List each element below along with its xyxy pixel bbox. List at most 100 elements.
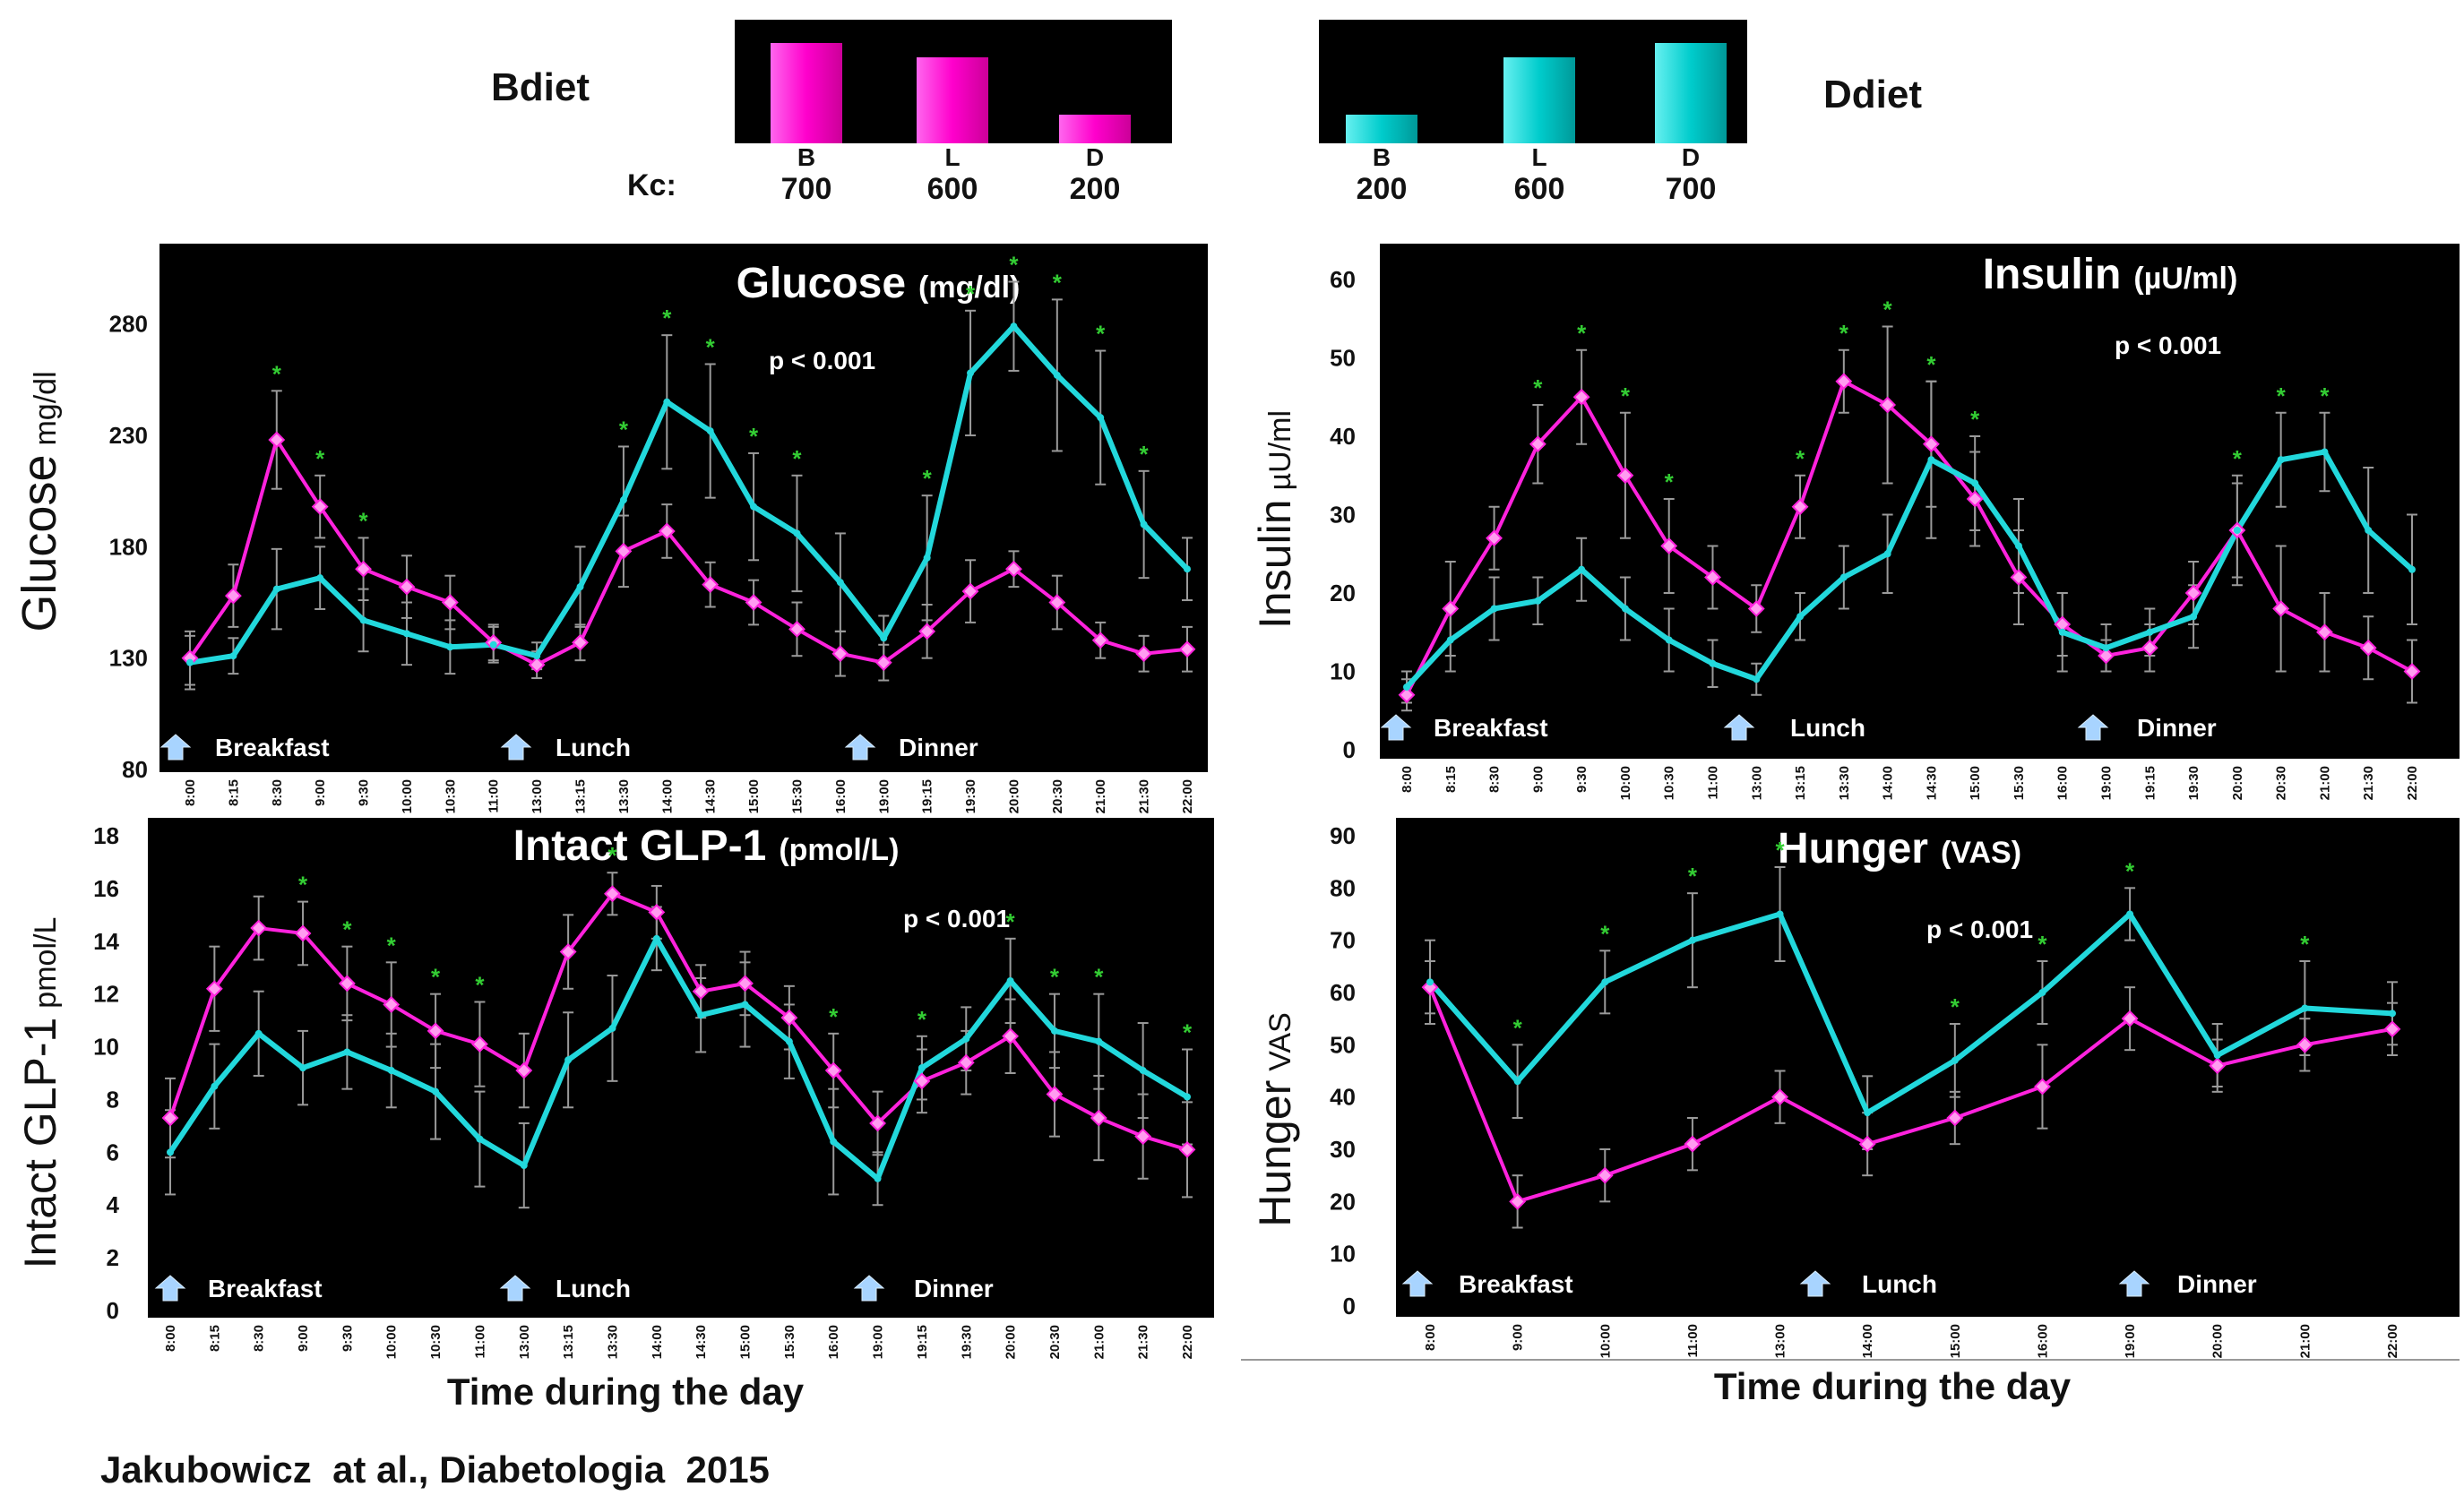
hunger-ddiet-point (1688, 936, 1696, 944)
glucose-ddiet-point (619, 496, 627, 504)
hunger-ytick-label: 10 (1330, 1241, 1356, 1268)
hunger-xtick-label: 11:00 (1685, 1324, 1701, 1358)
hunger-xtick-label: 21:00 (2297, 1324, 2313, 1358)
glp1-bdiet-point (913, 1072, 931, 1090)
glucose-ddiet-point (1184, 565, 1191, 573)
hunger-bdiet-point (1421, 978, 1439, 996)
glp1-title-main: Intact GLP-1 (513, 822, 767, 870)
insulin-xtick-label: 20:30 (2274, 766, 2289, 800)
glucose-title: Glucose (mg/dl) (737, 260, 1021, 307)
insulin-xtick-label: 13:00 (1749, 766, 1764, 800)
glp1-bdiet-point (383, 996, 401, 1013)
glucose-meal-arrow-icon (159, 734, 192, 761)
glucose-bdiet-point (918, 623, 936, 640)
insulin-ddiet-point (2190, 613, 2198, 621)
hunger-significance-star: * (1600, 920, 1610, 947)
glucose-bdiet-point (615, 542, 633, 560)
glucose-bdiet-point (398, 578, 416, 596)
glp1-bdiet-point (1134, 1128, 1152, 1146)
insulin-xtick-label: 19:15 (2142, 766, 2158, 800)
hunger-meal-arrow-icon (2118, 1270, 2150, 1297)
glucose-chart: 80 130 180 230 280 8:00 8:15 8:30 9:00 9:30 10:00 1… (13, 244, 1208, 813)
glp1-ddiet-point (564, 1056, 573, 1064)
x-axis-label-right: Time during the day (1714, 1365, 2072, 1407)
glp1-bdiet-point (294, 924, 312, 942)
bdiet-value-label: 200 (1070, 172, 1121, 206)
glp1-ddiet-point (343, 1048, 351, 1056)
glp1-xtick-label: 8:15 (207, 1325, 222, 1352)
glp1-significance-star: * (1050, 964, 1060, 991)
insulin-xtick-label: 14:00 (1881, 766, 1896, 800)
glp1-bdiet-point (559, 943, 577, 960)
insulin-significance-star: * (1533, 374, 1543, 401)
insulin-xtick-label: 21:00 (2317, 766, 2332, 800)
glp1-ddiet-point (299, 1064, 307, 1072)
glucose-ddiet-point (489, 640, 497, 649)
bdiet-bar-L (917, 57, 988, 143)
hunger-significance-star: * (1775, 837, 1785, 864)
glucose-meal-arrow-icon (844, 734, 876, 761)
insulin-meal-arrow-icon (2077, 714, 2109, 741)
glp1-xtick-label: 20:00 (1004, 1325, 1019, 1359)
glucose-significance-star: * (923, 465, 933, 492)
glp1-ddiet-point (741, 1001, 749, 1009)
insulin-bdiet-point (1616, 467, 1634, 485)
insulin-ddiet-point (1490, 605, 1498, 613)
glp1-significance-star: * (387, 932, 397, 958)
hunger-ddiet-point (1426, 978, 1434, 986)
glucose-xtick-label: 9:30 (357, 779, 372, 806)
insulin-ddiet-point (1578, 565, 1586, 573)
glucose-ddiet-point (533, 652, 541, 660)
glucose-ytick-label: 80 (122, 756, 148, 783)
insulin-bdiet-line (1405, 379, 2413, 696)
insulin-significance-star: * (2320, 382, 2330, 409)
glucose-xtick-label: 22:00 (1180, 779, 1195, 813)
glp1-xtick-label: 8:00 (163, 1325, 178, 1352)
glucose-ytick-label: 130 (109, 645, 148, 672)
glucose-significance-star: * (315, 445, 325, 472)
ddiet-bar-L (1503, 57, 1575, 143)
glucose-ddiet-point (446, 643, 454, 651)
hunger-title: Hunger (VAS) (1778, 825, 2021, 872)
glp1-ddiet-point (1006, 976, 1014, 984)
insulin-title: Insulin (µU/ml) (1983, 251, 2238, 298)
glp1-xtick-label: 13:15 (561, 1325, 576, 1359)
hunger-ytick-label: 0 (1343, 1293, 1356, 1319)
glucose-ytick-label: 280 (109, 311, 148, 338)
insulin-xtick-label: 19:30 (2186, 766, 2201, 800)
insulin-ddiet-point (2277, 456, 2285, 464)
glucose-meal-label: Dinner (899, 734, 978, 761)
insulin-plot-bg (1380, 244, 2460, 759)
hunger-ytick-label: 70 (1330, 927, 1356, 954)
glp1-ddiet-point (652, 934, 660, 942)
glp1-xtick-label: 14:30 (694, 1325, 709, 1359)
glp1-significance-star: * (1094, 964, 1104, 991)
insulin-significance-star: * (2233, 445, 2243, 472)
glucose-bdiet-point (788, 620, 806, 638)
hunger-bdiet-point (2034, 1078, 2051, 1096)
glp1-bdiet-point (205, 980, 223, 998)
glucose-ddiet-line (189, 323, 1190, 666)
glp1-bdiet-point (737, 975, 754, 993)
glucose-bdiet-point (355, 560, 372, 578)
insulin-xtick-label: 15:30 (2012, 766, 2027, 800)
glp1-significance-star: * (431, 964, 441, 991)
insulin-ddiet-point (1709, 659, 1717, 667)
glucose-xtick-label: 11:00 (487, 779, 502, 813)
hunger-xtick-label: 10:00 (1598, 1324, 1613, 1358)
insulin-ddiet-point (1839, 573, 1848, 581)
hunger-significance-star: * (1688, 863, 1698, 890)
insulin-bdiet-point (1922, 435, 1940, 453)
hunger-xtick-label: 8:00 (1423, 1324, 1438, 1351)
glp1-ddiet-point (167, 1148, 174, 1156)
glucose-bdiet-point (831, 645, 849, 663)
hunger-bdiet-point (1684, 1135, 1702, 1153)
glp1-xtick-label: 9:30 (340, 1325, 355, 1352)
glp1-bdiet-line (168, 891, 1188, 1152)
glp1-bdiet-point (161, 1109, 179, 1127)
glucose-ddiet-point (186, 658, 194, 666)
ddiet-category-label: B (1373, 143, 1391, 171)
